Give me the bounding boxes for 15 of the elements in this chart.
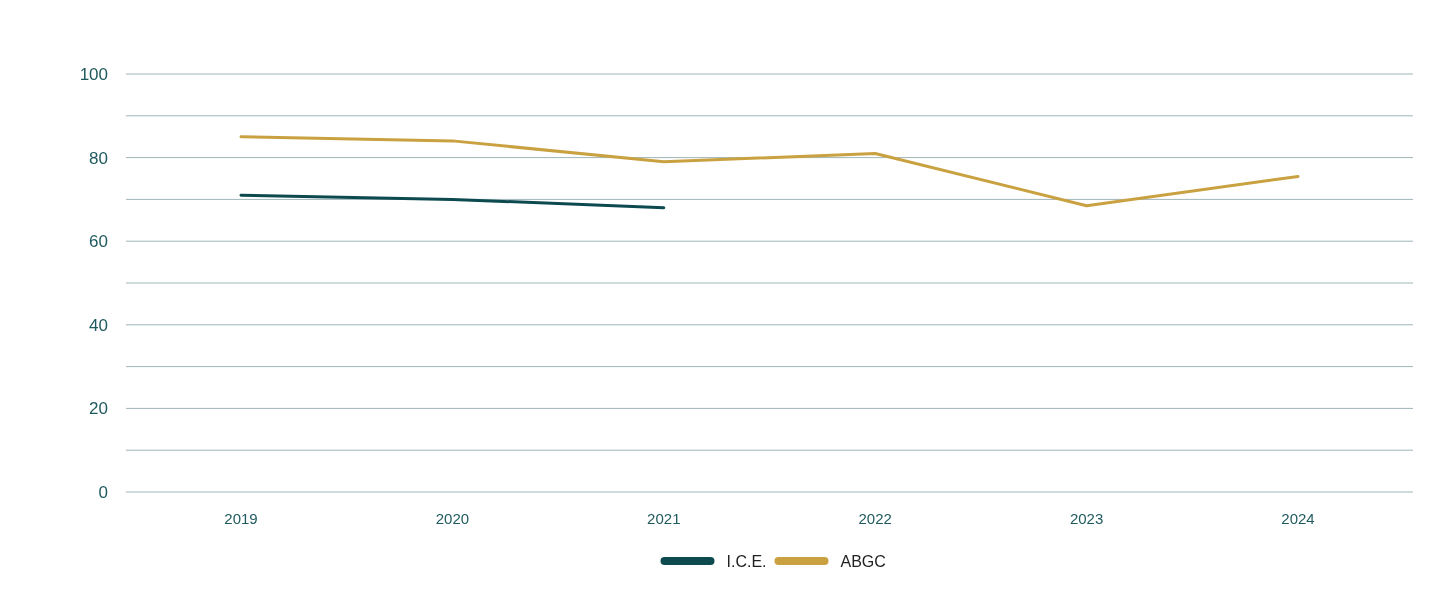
- x-tick-label: 2020: [435, 510, 470, 527]
- y-tick-label: 40: [89, 315, 108, 335]
- line-series: [239, 135, 1300, 208]
- y-tick-label: 100: [79, 64, 108, 84]
- x-tick-label: 2024: [1281, 510, 1315, 527]
- x-tick-label: 2019: [224, 510, 258, 527]
- y-tick-label: 80: [89, 148, 108, 168]
- x-tick-label: 2022: [858, 510, 892, 527]
- y-tick-label: 60: [89, 232, 108, 252]
- x-tick-label: 2021: [647, 510, 681, 527]
- x-tick-label: 2023: [1069, 510, 1104, 527]
- y-tick-label: 20: [89, 399, 108, 419]
- legend-label: I.C.E.: [726, 552, 767, 570]
- y-tick-label: 0: [98, 482, 108, 502]
- legend-label: ABGC: [840, 552, 886, 570]
